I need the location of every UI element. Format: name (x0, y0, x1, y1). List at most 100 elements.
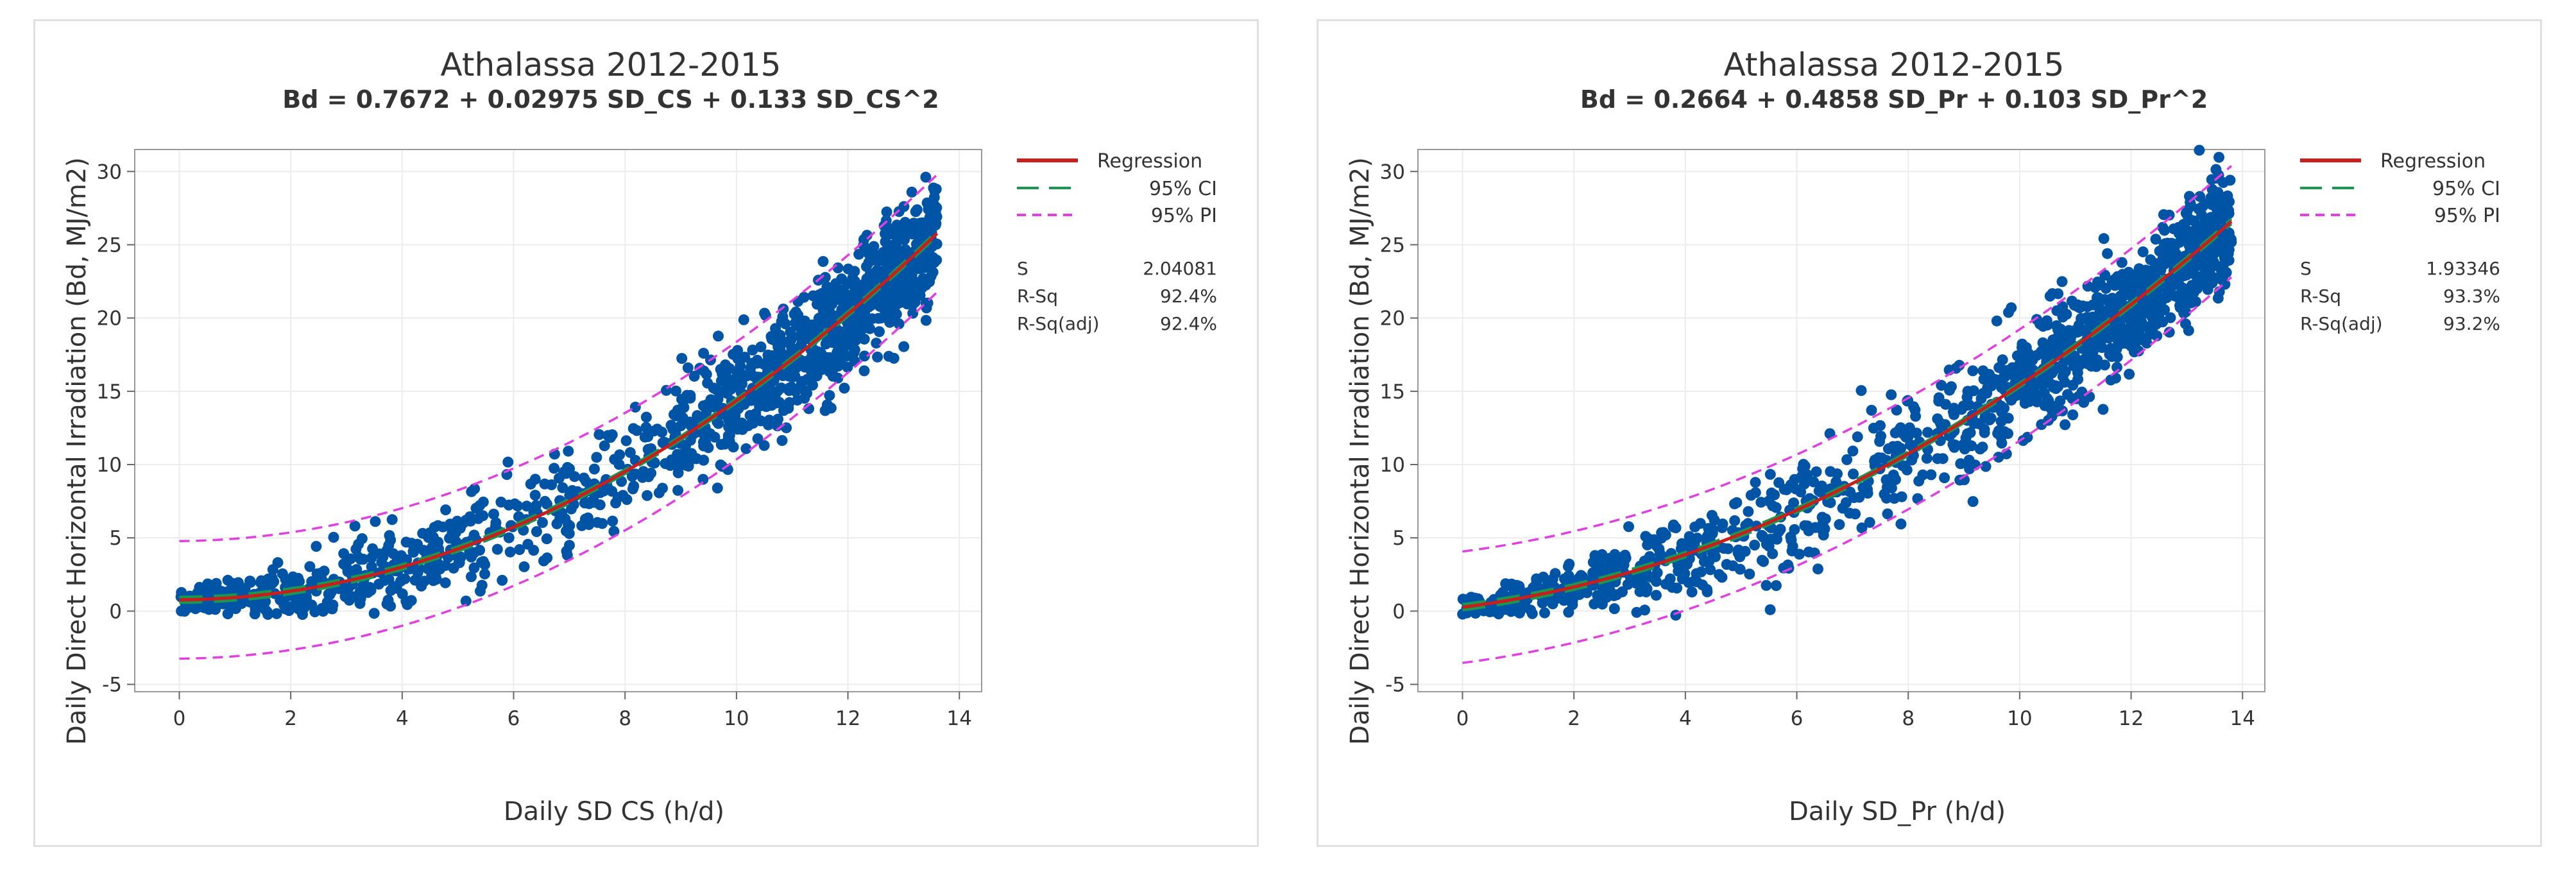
data-point (298, 603, 310, 614)
data-point (1648, 534, 1660, 545)
data-point (2102, 248, 2113, 259)
data-point (518, 561, 530, 572)
data-point (1917, 469, 1929, 481)
y-tick-label: -5 (102, 674, 122, 697)
data-point (472, 513, 484, 524)
data-point (1509, 586, 1521, 597)
data-point (423, 532, 434, 543)
data-point (884, 316, 896, 328)
data-point (722, 432, 734, 444)
data-point (1889, 493, 1900, 504)
data-point (362, 586, 373, 598)
data-point (2199, 220, 2211, 232)
data-point (790, 362, 802, 373)
data-point (2196, 209, 2208, 221)
data-point (2067, 409, 2079, 420)
data-point (931, 211, 943, 223)
data-point (2081, 301, 2093, 312)
data-point (877, 269, 889, 281)
data-point (262, 573, 274, 585)
x-axis-label: Daily SD CS (h/d) (504, 797, 724, 826)
data-point (807, 290, 819, 302)
data-point (888, 352, 900, 364)
data-point (2190, 296, 2201, 307)
data-point (795, 331, 806, 343)
data-point (830, 278, 842, 289)
data-point (607, 515, 618, 527)
x-tick-label: 2 (284, 707, 297, 730)
data-point (660, 458, 671, 469)
data-point (479, 569, 490, 579)
data-point (1816, 511, 1828, 523)
stat-value-r-sq-adj: 92.4% (1160, 313, 1217, 334)
data-point (2052, 331, 2064, 343)
data-point (261, 606, 273, 617)
data-point (2163, 327, 2175, 338)
data-point (1470, 608, 1481, 619)
data-point (724, 423, 736, 434)
data-point (1684, 553, 1695, 565)
data-point (2009, 366, 2020, 377)
data-point (1837, 502, 1848, 514)
data-point (874, 300, 885, 312)
data-point (777, 311, 789, 323)
x-tick-label: 14 (947, 707, 972, 730)
data-point (1789, 524, 1800, 535)
data-point (1654, 548, 1666, 560)
x-tick-label: 8 (618, 707, 631, 730)
data-point (1996, 438, 2008, 449)
data-point (1770, 580, 1782, 592)
data-point (1897, 460, 1908, 472)
data-point (539, 478, 550, 490)
data-point (2159, 304, 2171, 316)
data-point (1705, 564, 1716, 576)
data-point (2138, 335, 2150, 346)
data-point (2070, 325, 2081, 336)
plot-area: 0 2 4 6 8 10 12 14 -5 0 5 10 15 20 25 30 (1380, 144, 2265, 730)
data-point (1841, 454, 1853, 465)
data-point (717, 368, 728, 380)
stat-value-r-sq-adj: 93.2% (2443, 313, 2500, 334)
x-axis-label: Daily SD_Pr (h/d) (1789, 797, 2006, 826)
data-point (900, 244, 911, 256)
data-point (621, 494, 633, 505)
y-tick-label: 0 (1392, 600, 1405, 623)
data-point (812, 354, 824, 366)
data-point (698, 348, 710, 359)
data-point (1764, 604, 1776, 615)
data-point (2116, 257, 2128, 268)
data-point (1641, 586, 1652, 597)
data-point (2090, 282, 2101, 293)
data-point (1978, 388, 1989, 399)
data-point (676, 353, 688, 364)
data-point (1818, 529, 1829, 541)
data-point (884, 255, 896, 267)
data-point (907, 220, 919, 232)
data-point (778, 405, 789, 416)
x-tick-label: 0 (1456, 707, 1469, 730)
stat-value-s: 1.93346 (2426, 258, 2500, 279)
data-point (672, 484, 684, 496)
data-point (1734, 563, 1746, 575)
data-point (490, 517, 502, 529)
data-point (2180, 318, 2191, 330)
data-point (766, 400, 778, 411)
data-point (1932, 453, 1943, 465)
data-point (2095, 336, 2106, 347)
data-point (843, 294, 855, 305)
data-point (2107, 293, 2118, 304)
x-tick-label: 10 (2007, 707, 2032, 730)
data-point (2081, 358, 2093, 370)
legend-label-regression: Regression (1097, 150, 1202, 173)
data-point (871, 338, 882, 349)
data-point (2174, 280, 2185, 291)
ci-upper-curve (1462, 218, 2233, 606)
data-point (2188, 215, 2200, 227)
data-point (1811, 466, 1822, 477)
data-point (783, 397, 795, 408)
data-point (796, 379, 807, 390)
stat-label-r-sq-adj: R-Sq(adj) (2300, 313, 2383, 334)
data-point (1608, 603, 1620, 615)
data-point (1709, 515, 1720, 526)
data-point (2138, 321, 2150, 332)
